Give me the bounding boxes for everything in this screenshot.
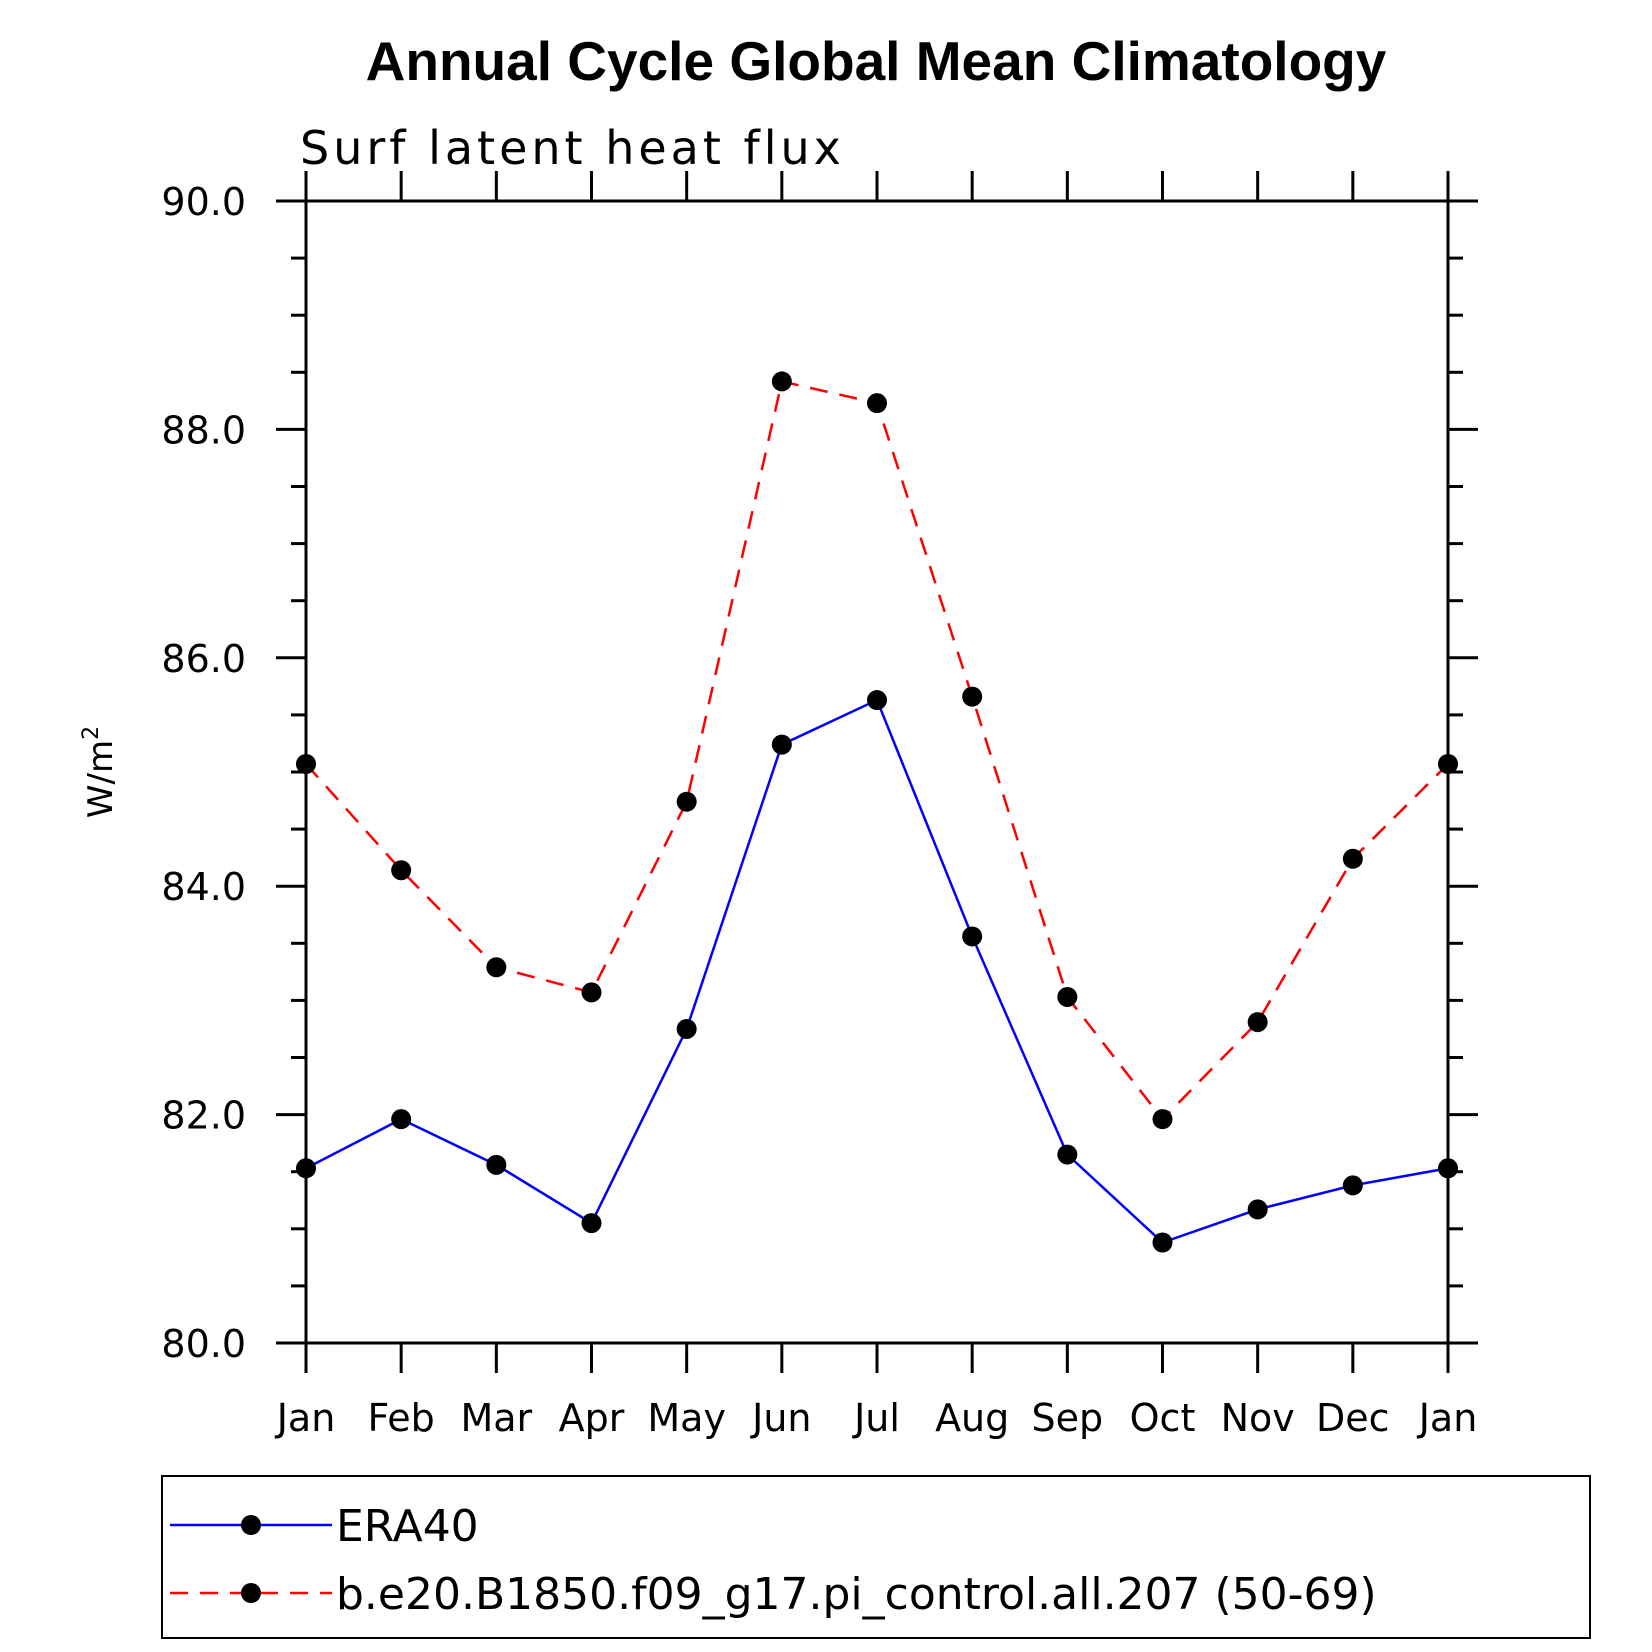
y-tick-label: 84.0: [161, 865, 246, 909]
data-point: [296, 754, 316, 775]
y-tick-label: 82.0: [161, 1094, 246, 1138]
chart-subtitle: Surf latent heat flux: [300, 121, 845, 175]
series-layer: [296, 371, 1458, 1253]
data-point: [1057, 1144, 1078, 1165]
data-point: [486, 1154, 507, 1175]
data-point: [676, 1018, 697, 1039]
legend: ERA40 b.e20.B1850.f09_g17.pi_control.all.…: [170, 1501, 1377, 1620]
y-axis-label-superscript: 2: [79, 726, 104, 740]
series-line: [305, 698, 1449, 1244]
x-tick-label: Sep: [1032, 1396, 1104, 1440]
data-point: [962, 686, 983, 707]
data-point: [676, 791, 697, 812]
data-point: [867, 690, 887, 711]
data-point: [962, 926, 983, 947]
data-point: [1438, 754, 1458, 775]
data-point: [296, 1158, 316, 1179]
data-point: [1247, 1012, 1268, 1033]
chart-title: Annual Cycle Global Mean Climatology: [366, 30, 1387, 92]
x-tick-label: Jul: [852, 1396, 900, 1440]
x-tick-label: Apr: [559, 1396, 625, 1440]
legend-box: [161, 1475, 1591, 1639]
y-tick-label: 80.0: [161, 1322, 246, 1366]
data-point: [486, 957, 507, 978]
data-point: [1152, 1232, 1173, 1253]
x-tick-label: Feb: [368, 1396, 435, 1440]
legend-marker: [241, 1515, 261, 1535]
plot-frame: [304, 199, 1450, 1345]
data-point: [581, 1213, 602, 1234]
data-point: [1152, 1109, 1173, 1130]
axis-ticks: [276, 171, 1478, 1373]
x-tick-label: May: [647, 1396, 726, 1440]
data-point: [1057, 986, 1078, 1007]
y-tick-label: 88.0: [161, 408, 246, 452]
y-tick-label: 90.0: [161, 180, 246, 224]
y-axis-label: W/m2: [79, 726, 121, 818]
y-tick-labels: 80.0 82.0 84.0 86.0 88.0 90.0: [161, 180, 246, 1366]
data-point: [1438, 1158, 1458, 1179]
y-axis-label-text: W/m: [81, 740, 121, 818]
data-point: [771, 734, 792, 755]
x-tick-labels: Jan Feb Mar Apr May Jun Jul Aug Sep Oct Nov Dec Jan: [275, 1396, 1478, 1440]
data-point: [391, 860, 412, 881]
legend-label: b.e20.B1850.f09_g17.pi_control.all.207 (…: [336, 1569, 1377, 1620]
x-tick-label: Jun: [750, 1396, 811, 1440]
legend-marker: [241, 1583, 261, 1603]
data-point: [867, 393, 887, 414]
data-point: [1247, 1199, 1268, 1220]
x-tick-label: Aug: [935, 1396, 1009, 1440]
legend-label: ERA40: [336, 1501, 479, 1552]
data-point: [1342, 1175, 1363, 1196]
x-tick-label: Dec: [1316, 1396, 1390, 1440]
y-tick-label: 86.0: [161, 637, 246, 681]
x-tick-label: Jan: [1417, 1396, 1478, 1440]
data-point: [581, 982, 602, 1003]
x-tick-label: Oct: [1130, 1396, 1196, 1440]
data-point: [391, 1109, 412, 1130]
data-point: [1342, 848, 1363, 869]
series-line: [305, 379, 1449, 1122]
x-tick-label: Mar: [460, 1396, 532, 1440]
data-point: [771, 371, 792, 392]
x-tick-label: Nov: [1221, 1396, 1295, 1440]
x-tick-label: Jan: [275, 1396, 336, 1440]
